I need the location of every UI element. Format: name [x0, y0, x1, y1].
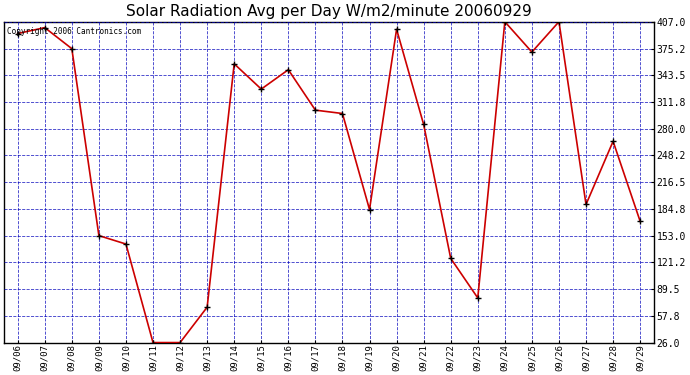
Title: Solar Radiation Avg per Day W/m2/minute 20060929: Solar Radiation Avg per Day W/m2/minute …: [126, 4, 532, 19]
Text: Copyright 2006 Cantronics.com: Copyright 2006 Cantronics.com: [8, 27, 141, 36]
